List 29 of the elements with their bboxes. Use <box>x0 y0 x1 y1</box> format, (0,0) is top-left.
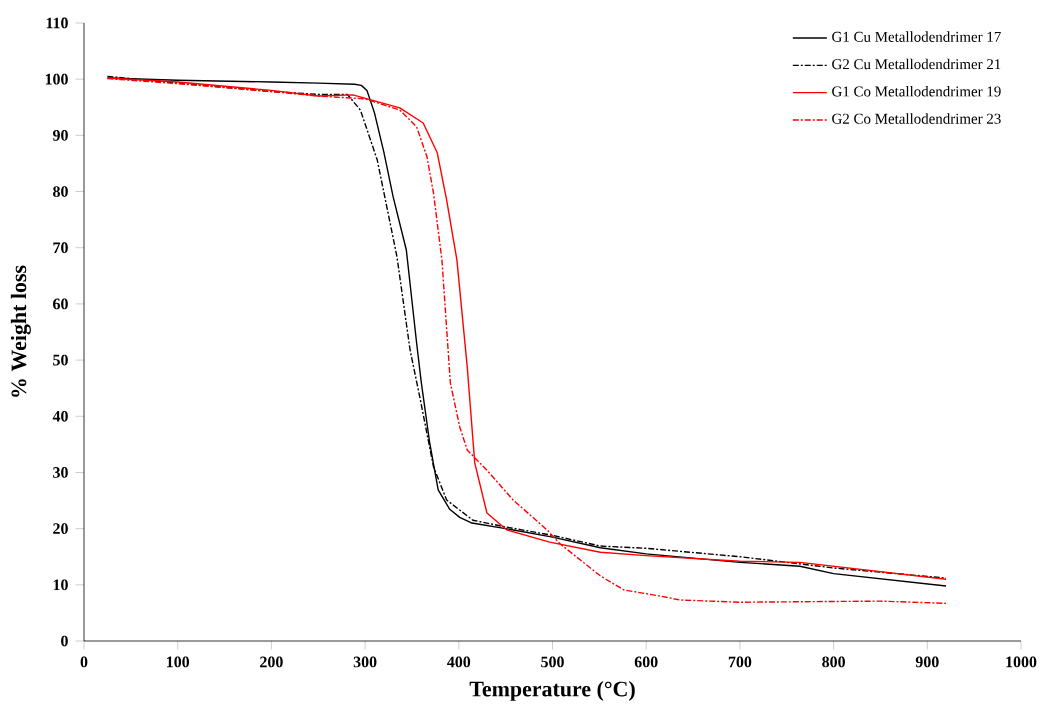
legend-label: G2 Co Metallodendrimer 23 <box>832 113 1001 124</box>
y-tick-label: 50 <box>53 354 68 366</box>
y-tick-label: 90 <box>52 129 68 141</box>
x-tick-label: 300 <box>353 656 377 668</box>
x-tick-label: 100 <box>167 656 190 668</box>
y-tick-label: 0 <box>61 635 68 647</box>
y-axis-title: % Weight loss <box>10 265 31 397</box>
x-tick-label: 200 <box>260 656 283 668</box>
x-tick-label: 1000 <box>1006 656 1037 668</box>
x-axis-title: Temperature (°C) <box>469 681 635 701</box>
legend-label: G1 Cu Metallodendrimer 17 <box>832 31 1001 42</box>
x-tick-label: 400 <box>447 656 471 668</box>
x-tick-label: 700 <box>728 656 752 668</box>
y-tick-label: 30 <box>53 467 68 478</box>
y-tick-label: 40 <box>52 410 68 422</box>
x-tick-label: 800 <box>822 656 845 668</box>
legend-label: G1 Co Metallodendrimer 19 <box>832 85 1001 97</box>
legend-label: G2 Cu Metallodendrimer 21 <box>832 58 1001 70</box>
y-tick-label: 110 <box>46 17 68 29</box>
x-tick-label: 600 <box>634 656 658 668</box>
y-tick-label: 80 <box>53 186 68 197</box>
y-tick-label: 20 <box>53 523 68 535</box>
x-tick-label: 500 <box>541 656 564 668</box>
y-tick-label: 70 <box>53 242 68 254</box>
y-tick-label: 100 <box>45 73 68 85</box>
y-tick-label: 10 <box>53 579 68 591</box>
y-tick-label: 60 <box>53 298 68 310</box>
x-tick-label: 0 <box>80 656 88 668</box>
x-tick-label: 900 <box>915 656 939 668</box>
